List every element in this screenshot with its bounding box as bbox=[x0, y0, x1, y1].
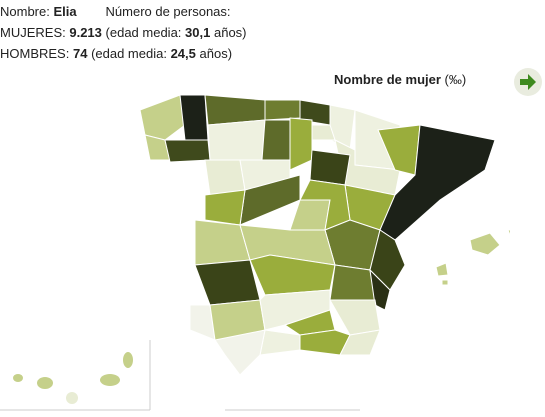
women-age-unit: años) bbox=[213, 25, 247, 40]
map bbox=[0, 94, 510, 411]
men-age-unit: años) bbox=[199, 46, 233, 61]
women-line: MUJERES: 9.213 (edad media: 30,1 años) bbox=[0, 25, 247, 40]
men-label: HOMBRES: bbox=[0, 46, 70, 61]
men-line: HOMBRES: 74 (edad media: 24,5 años) bbox=[0, 46, 232, 61]
name: Elia bbox=[53, 4, 77, 19]
women-age: 30,1 bbox=[185, 25, 211, 40]
legend-title: Nombre de mujer bbox=[334, 72, 441, 87]
women-age-label: (edad media: bbox=[105, 25, 182, 40]
islands bbox=[0, 229, 510, 411]
women-count: 9.213 bbox=[69, 25, 102, 40]
provinces bbox=[139, 94, 496, 376]
name-label: Nombre: bbox=[0, 4, 50, 19]
arrow-icon[interactable] bbox=[514, 68, 542, 96]
legend: Nombre de mujer (‰) bbox=[334, 72, 466, 87]
count-label: Número de personas: bbox=[105, 4, 231, 19]
women-label: MUJERES: bbox=[0, 25, 66, 40]
men-age: 24,5 bbox=[170, 46, 196, 61]
men-count: 74 bbox=[72, 46, 88, 61]
name-line: Nombre: Elia Número de personas: bbox=[0, 4, 231, 19]
legend-unit: (‰) bbox=[444, 72, 467, 87]
men-age-label: (edad media: bbox=[91, 46, 167, 61]
next-button[interactable] bbox=[514, 68, 542, 96]
